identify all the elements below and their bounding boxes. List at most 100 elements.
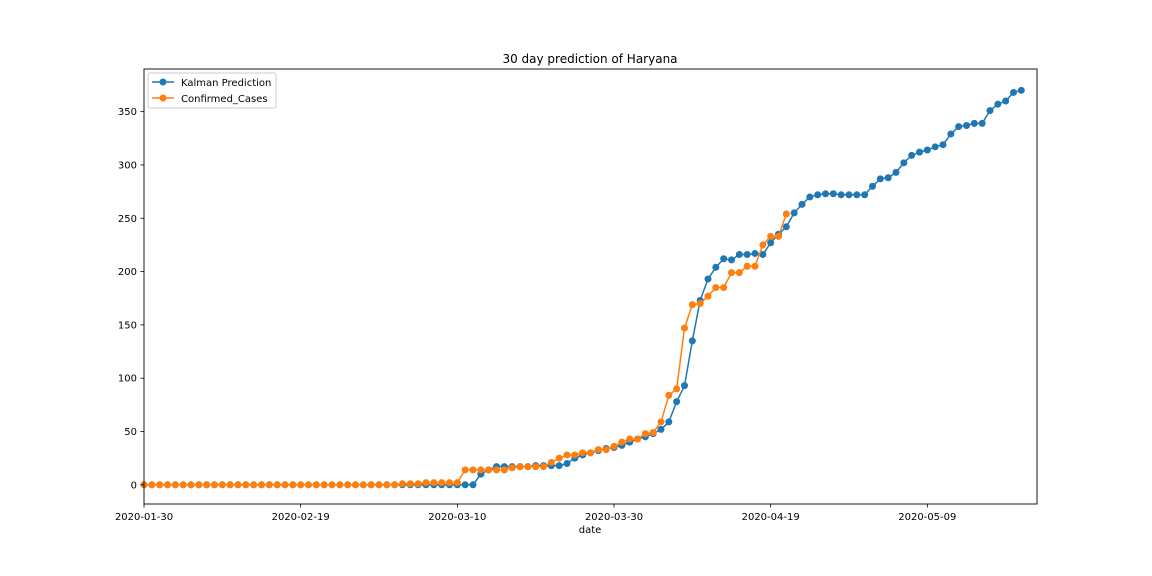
series-1	[140, 210, 790, 489]
data-point	[469, 481, 477, 489]
data-point	[767, 232, 775, 240]
data-point	[187, 481, 195, 489]
data-point	[555, 454, 563, 462]
data-point	[688, 301, 696, 309]
data-point	[735, 251, 743, 259]
data-point	[814, 191, 822, 199]
data-point	[602, 446, 610, 454]
data-point	[806, 193, 814, 201]
data-point	[704, 292, 712, 300]
x-axis-label: date	[579, 525, 602, 536]
data-point	[963, 122, 970, 130]
data-point	[485, 466, 493, 474]
data-point	[352, 481, 359, 489]
data-point	[626, 435, 634, 443]
data-point	[735, 269, 743, 277]
data-point	[218, 481, 226, 489]
data-point	[226, 481, 234, 489]
y-tick-label: 50	[124, 427, 137, 438]
data-point	[908, 151, 916, 159]
data-point	[743, 262, 751, 270]
data-point	[563, 459, 571, 467]
data-point	[258, 481, 265, 489]
data-point	[211, 481, 218, 489]
data-point	[367, 481, 375, 489]
data-point	[359, 481, 367, 489]
data-point	[493, 466, 500, 474]
data-point	[594, 446, 602, 454]
data-point	[399, 480, 406, 488]
data-point	[1010, 88, 1017, 96]
data-point	[634, 435, 641, 443]
data-point	[978, 119, 986, 127]
data-point	[555, 462, 563, 470]
data-point	[242, 481, 250, 489]
data-point	[383, 481, 391, 489]
data-point	[986, 107, 994, 115]
data-point	[532, 463, 540, 471]
data-point	[720, 284, 728, 292]
data-point	[1002, 97, 1010, 105]
data-point	[406, 480, 414, 488]
data-point	[728, 256, 735, 264]
y-tick-label: 250	[118, 214, 137, 225]
data-point	[782, 210, 790, 218]
data-point	[375, 481, 383, 489]
plot-area-frame	[143, 68, 1038, 505]
data-point	[665, 418, 673, 426]
data-point	[461, 466, 469, 474]
data-point	[704, 275, 712, 283]
y-tick-label: 300	[118, 160, 137, 171]
data-point	[430, 479, 438, 487]
data-point	[414, 480, 422, 488]
x-axis: 2020-01-30 2020-02-19 2020-03-10 2020-03-30…	[115, 504, 956, 523]
data-point	[673, 398, 681, 406]
data-point	[790, 209, 798, 217]
data-point	[916, 148, 923, 156]
data-point	[681, 324, 688, 332]
data-point	[422, 479, 430, 487]
data-point	[775, 232, 782, 240]
data-point	[712, 263, 720, 271]
data-point	[931, 143, 939, 151]
x-tick-label: 2020-03-10	[428, 512, 486, 523]
data-point	[336, 481, 344, 489]
data-point	[305, 481, 312, 489]
data-point	[344, 481, 352, 489]
data-point	[798, 200, 806, 208]
legend-marker-kalman	[159, 78, 167, 86]
data-point	[281, 481, 289, 489]
data-point	[696, 300, 704, 308]
series-line	[144, 89, 1022, 486]
data-point	[688, 337, 696, 345]
data-point	[900, 159, 908, 167]
data-point	[884, 174, 892, 182]
data-point	[970, 119, 978, 127]
data-point	[681, 382, 688, 390]
data-point	[453, 479, 461, 487]
data-point	[923, 146, 931, 154]
data-point	[845, 191, 853, 199]
data-point	[312, 481, 320, 489]
data-point	[743, 251, 751, 259]
data-point	[759, 241, 767, 249]
data-point	[234, 481, 242, 489]
data-point	[869, 182, 876, 190]
chart-title: 30 day prediction of Haryana	[502, 52, 677, 66]
data-point	[767, 239, 775, 247]
legend-marker-confirmed	[159, 94, 167, 102]
data-point	[641, 430, 649, 438]
data-point	[297, 481, 305, 489]
data-point	[837, 191, 845, 199]
data-point	[148, 481, 156, 489]
data-point	[289, 481, 297, 489]
data-point	[391, 481, 399, 489]
data-point	[657, 425, 665, 433]
data-point	[861, 191, 869, 199]
data-point	[822, 190, 829, 198]
series-line	[144, 213, 788, 486]
data-point	[892, 168, 900, 176]
data-point	[720, 255, 728, 263]
data-point	[500, 466, 508, 474]
data-point	[540, 463, 547, 471]
